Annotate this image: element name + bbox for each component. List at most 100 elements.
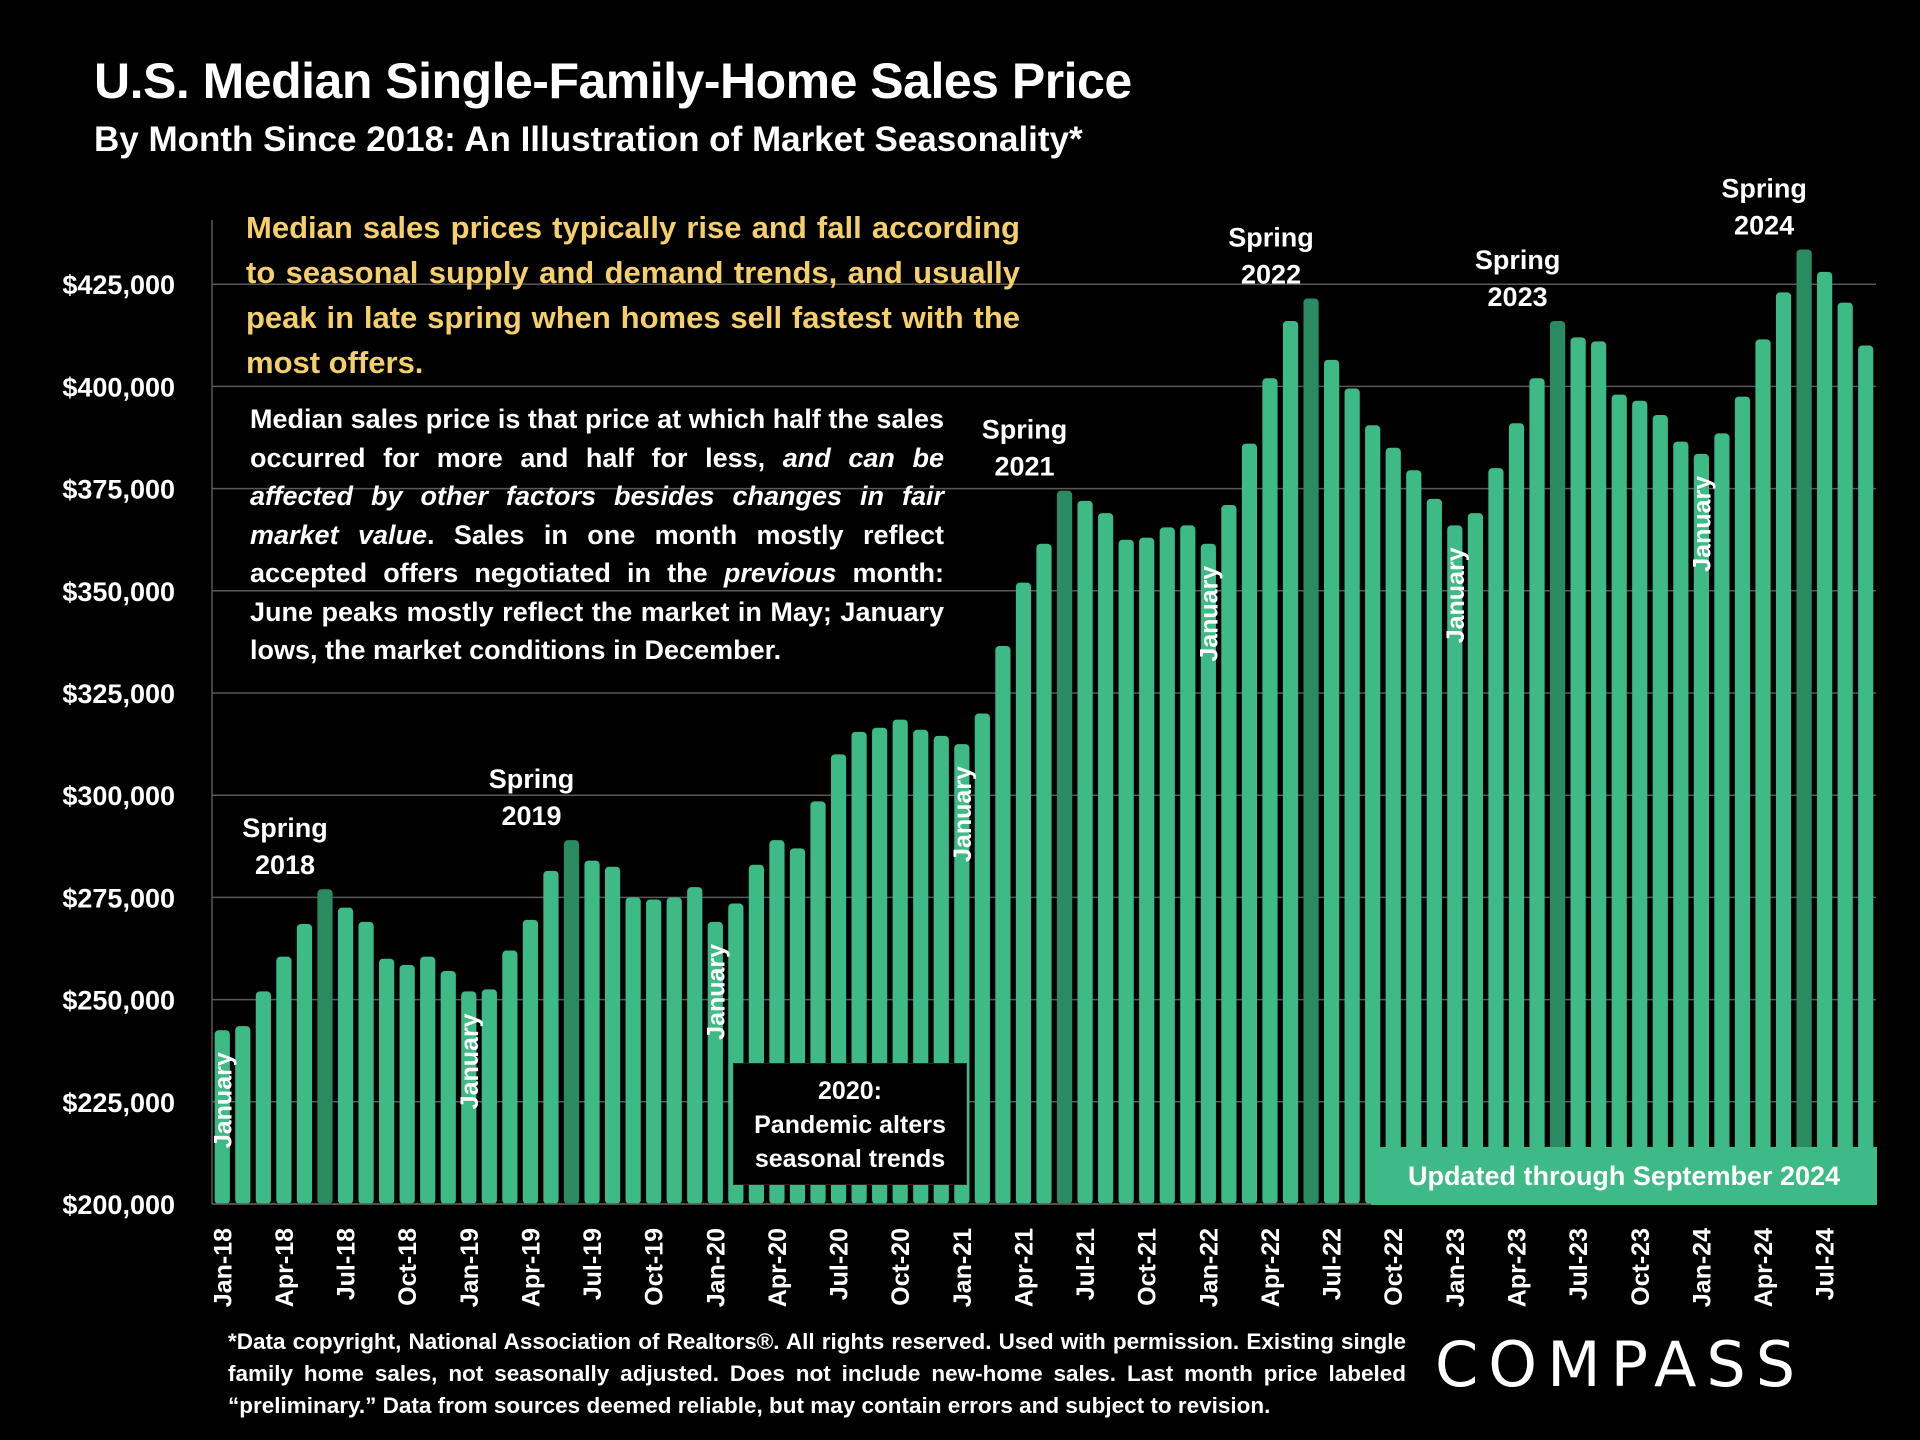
bar-Mar-23: [1488, 468, 1504, 1204]
bar-peak-Jun-23: [1549, 320, 1566, 1204]
bar-Jul-24: [1817, 271, 1833, 1204]
x-tick-label: Oct-20: [887, 1228, 915, 1306]
y-tick-label: $275,000: [62, 883, 175, 913]
bar-Dec-19: [687, 887, 703, 1204]
x-tick-label: Jan-18: [209, 1228, 237, 1307]
bar-Apr-23: [1508, 423, 1525, 1204]
note-text-2: . Sales in one month mostly reflect acce…: [250, 519, 944, 589]
bar-Oct-21: [1139, 537, 1155, 1204]
bar-Dec-21: [1180, 525, 1196, 1204]
x-axis: Jan-18 Apr-18 Jul-18 Oct-18 Jan-19 Apr-19 Jul-…: [209, 1228, 1839, 1307]
x-tick-label: Jan-20: [702, 1228, 730, 1307]
bar-Dec-23: [1673, 441, 1689, 1204]
y-tick-label: $375,000: [62, 475, 175, 505]
updated-banner: Updated through September 2024: [1371, 1147, 1877, 1205]
bar-May-24: [1775, 292, 1792, 1205]
spring-annotation: Spring: [1228, 223, 1314, 253]
bar-peak-Jun-22: [1303, 298, 1319, 1204]
bar-chart: $200,000 $225,000 $250,000 $275,000 $300,000…: [62, 173, 1876, 1307]
bar-Dec-22: [1426, 498, 1442, 1204]
spring-annotation: 2024: [1734, 210, 1794, 240]
note-italic-1: and can be affected by other factors bes…: [250, 442, 944, 550]
bar-Feb-19: [481, 989, 497, 1204]
bar-Jul-21: [1077, 500, 1093, 1204]
bar-Mar-24: [1734, 396, 1751, 1204]
x-tick-label: Jul-20: [826, 1228, 854, 1300]
january-label: January: [209, 1052, 237, 1148]
y-tick-label: $225,000: [62, 1088, 175, 1118]
bar-Apr-19: [522, 919, 539, 1204]
january-label: January: [1442, 547, 1470, 643]
chart-subtitle: By Month Since 2018: An Illustration of …: [94, 120, 1083, 159]
bar-Apr-24: [1755, 339, 1771, 1204]
bar-May-22: [1282, 320, 1299, 1204]
x-tick-label: Jul-18: [333, 1228, 361, 1300]
note-italic-2: previous: [723, 558, 837, 588]
bar-Apr-21: [1015, 582, 1032, 1204]
bar-Oct-22: [1385, 447, 1401, 1205]
x-tick-label: Apr-21: [1010, 1228, 1038, 1307]
bar-Jul-18: [337, 907, 354, 1204]
bar-Nov-18: [420, 956, 436, 1204]
x-tick-label: Jan-21: [949, 1228, 977, 1307]
footnote: *Data copyright, National Association of…: [228, 1329, 1406, 1418]
bar-Feb-18: [235, 1026, 251, 1204]
bar-Mar-18: [255, 991, 271, 1204]
january-label: January: [702, 944, 730, 1040]
bar-peak-Jun-21: [1056, 490, 1073, 1204]
january-label: January: [949, 766, 977, 862]
bar-Sep-18: [379, 958, 395, 1204]
bar-Jul-22: [1324, 359, 1340, 1204]
bar-Sep-21: [1118, 539, 1134, 1204]
bar-peak-Jun-19: [563, 840, 580, 1204]
x-tick-label: Oct-23: [1627, 1228, 1655, 1306]
bar-Jul-23: [1570, 337, 1586, 1204]
bar-Jul-19: [584, 860, 600, 1204]
pandemic-annotation-box: 2020: Pandemic alters seasonal trends: [733, 1063, 967, 1185]
x-tick-label: Jul-23: [1565, 1228, 1593, 1300]
spring-annotation: 2022: [1241, 260, 1301, 290]
bar-May-18: [296, 923, 313, 1204]
bar-Jan-23: [1447, 525, 1463, 1204]
bar-Apr-22: [1262, 378, 1278, 1204]
x-tick-label: Apr-24: [1750, 1228, 1778, 1307]
bar-peak-Jun-18: [317, 889, 333, 1204]
bar-Mar-22: [1241, 443, 1258, 1205]
y-tick-label: $300,000: [62, 781, 175, 811]
bar-Sep-22: [1365, 425, 1381, 1205]
bar-Apr-18: [276, 956, 292, 1204]
compass-logo: COMPASS: [1435, 1328, 1806, 1401]
bar-Nov-22: [1406, 470, 1422, 1205]
bar-Mar-19: [502, 950, 518, 1204]
spring-annotation: Spring: [982, 415, 1068, 445]
bar-Aug-18: [358, 921, 374, 1204]
note-text-1: Median sales price is that price at whic…: [250, 404, 944, 473]
bar-Feb-22: [1221, 504, 1237, 1204]
spring-annotation: Spring: [489, 764, 575, 794]
x-tick-label: Oct-19: [641, 1228, 669, 1306]
bar-Oct-19: [646, 899, 662, 1204]
bar-May-23: [1529, 378, 1545, 1204]
bar-Nov-19: [666, 897, 682, 1204]
bar-Feb-23: [1467, 513, 1484, 1204]
pandemic-line-2: Pandemic alters: [754, 1111, 946, 1139]
bar-Aug-22: [1344, 388, 1360, 1205]
bar-Jan-24: [1693, 453, 1709, 1204]
spring-annotation: 2019: [501, 801, 561, 831]
bar-Nov-23: [1652, 415, 1668, 1204]
spring-annotation: 2018: [255, 850, 315, 880]
spring-annotation: Spring: [242, 813, 328, 843]
y-tick-label: $425,000: [62, 270, 175, 300]
bar-Jan-19: [461, 991, 477, 1204]
bar-peak-Jun-24: [1796, 249, 1812, 1204]
bar-Aug-21: [1098, 513, 1114, 1204]
bar-Oct-23: [1632, 400, 1648, 1204]
x-tick-label: Oct-21: [1134, 1228, 1162, 1306]
january-label: January: [456, 1013, 484, 1109]
x-tick-label: Jan-24: [1688, 1228, 1716, 1307]
bar-Aug-23: [1591, 341, 1607, 1204]
bar-Sep-19: [625, 897, 641, 1204]
spring-annotation: Spring: [1475, 245, 1561, 275]
spring-annotation: 2023: [1488, 282, 1548, 312]
y-tick-label: $250,000: [62, 986, 175, 1016]
